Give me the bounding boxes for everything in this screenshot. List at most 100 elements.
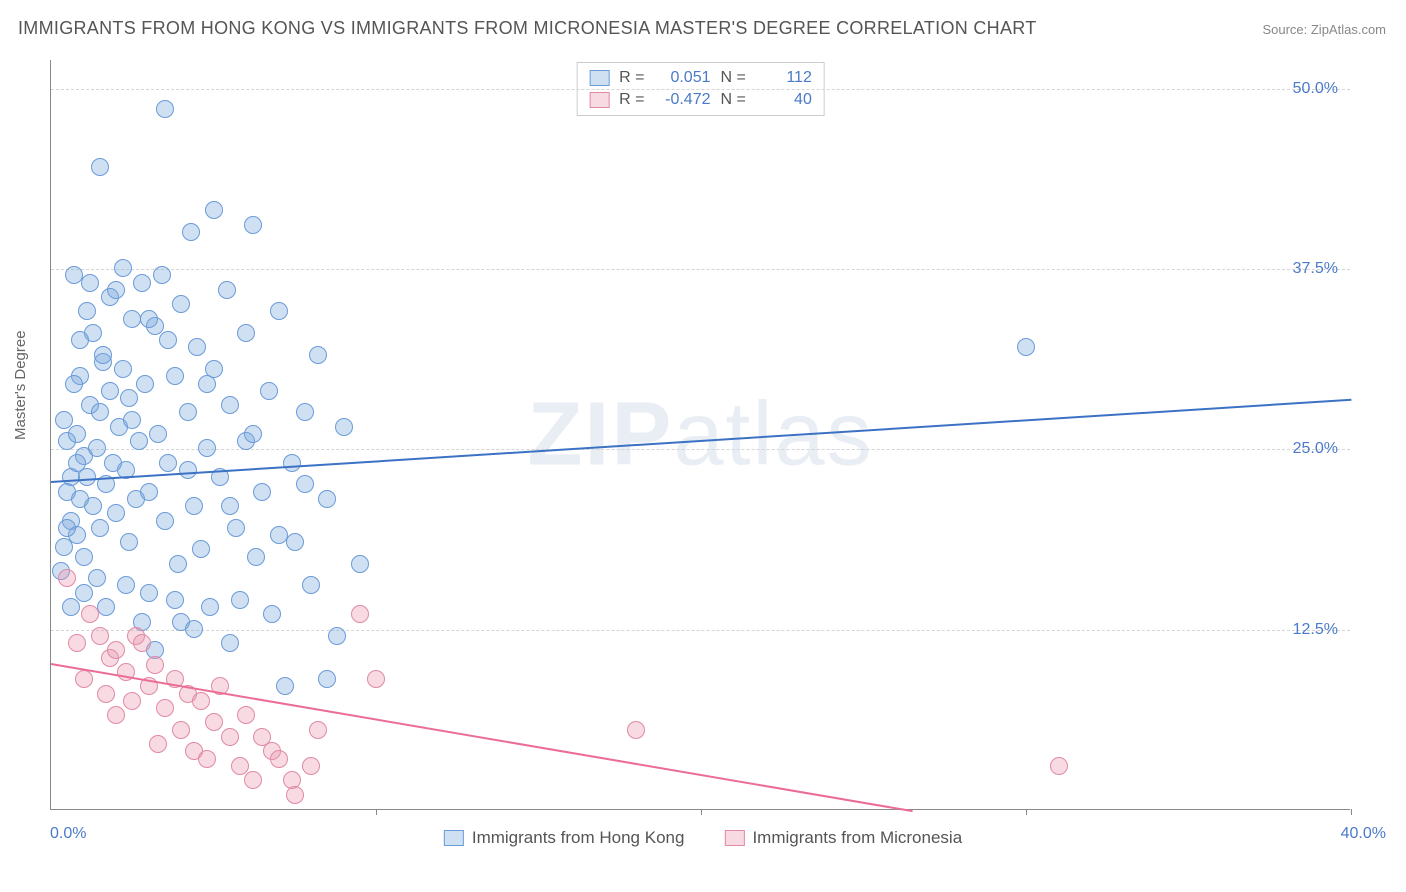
scatter-point — [172, 721, 190, 739]
scatter-point — [81, 274, 99, 292]
y-tick-label: 50.0% — [1293, 80, 1338, 98]
scatter-point — [133, 274, 151, 292]
scatter-point — [270, 302, 288, 320]
scatter-point — [318, 670, 336, 688]
scatter-point — [263, 605, 281, 623]
scatter-point — [58, 569, 76, 587]
source-label: Source: ZipAtlas.com — [1262, 22, 1386, 37]
y-tick-label: 12.5% — [1293, 621, 1338, 639]
scatter-point — [627, 721, 645, 739]
scatter-point — [133, 634, 151, 652]
scatter-point — [114, 360, 132, 378]
scatter-point — [237, 324, 255, 342]
legend-label-mi: Immigrants from Micronesia — [752, 828, 962, 848]
gridline — [51, 269, 1350, 270]
scatter-point — [201, 598, 219, 616]
r-value-mi: -0.472 — [655, 91, 711, 109]
scatter-point — [75, 548, 93, 566]
swatch-hk — [589, 70, 609, 86]
scatter-point — [198, 750, 216, 768]
scatter-point — [68, 454, 86, 472]
scatter-point — [296, 403, 314, 421]
scatter-point — [179, 461, 197, 479]
n-value-mi: 40 — [756, 91, 812, 109]
scatter-point — [123, 411, 141, 429]
scatter-point — [218, 281, 236, 299]
scatter-point — [169, 555, 187, 573]
scatter-point — [55, 411, 73, 429]
scatter-point — [247, 548, 265, 566]
scatter-point — [140, 584, 158, 602]
scatter-point — [286, 533, 304, 551]
scatter-point — [205, 713, 223, 731]
scatter-point — [244, 425, 262, 443]
y-tick-label: 25.0% — [1293, 440, 1338, 458]
x-tick-mark — [1351, 809, 1352, 815]
scatter-point — [1017, 338, 1035, 356]
scatter-point — [205, 201, 223, 219]
scatter-point — [78, 302, 96, 320]
scatter-point — [1050, 757, 1068, 775]
scatter-point — [107, 641, 125, 659]
scatter-point — [318, 490, 336, 508]
legend-swatch-hk — [444, 830, 464, 846]
scatter-point — [351, 555, 369, 573]
scatter-point — [84, 497, 102, 515]
scatter-point — [270, 750, 288, 768]
scatter-point — [114, 259, 132, 277]
chart-title: IMMIGRANTS FROM HONG KONG VS IMMIGRANTS … — [18, 18, 1037, 39]
scatter-point — [309, 721, 327, 739]
scatter-point — [231, 591, 249, 609]
scatter-point — [302, 757, 320, 775]
y-tick-label: 37.5% — [1293, 260, 1338, 278]
scatter-point — [166, 591, 184, 609]
scatter-point — [68, 634, 86, 652]
n-label-hk: N = — [721, 69, 746, 87]
scatter-point — [136, 375, 154, 393]
scatter-point — [101, 382, 119, 400]
r-value-hk: 0.051 — [655, 69, 711, 87]
scatter-point — [221, 396, 239, 414]
scatter-point — [91, 627, 109, 645]
x-end-label: 40.0% — [1341, 825, 1386, 843]
scatter-point — [91, 403, 109, 421]
scatter-point — [140, 483, 158, 501]
legend-item-hk: Immigrants from Hong Kong — [444, 828, 685, 848]
scatter-point — [351, 605, 369, 623]
scatter-point — [91, 158, 109, 176]
scatter-point — [270, 526, 288, 544]
scatter-point — [244, 216, 262, 234]
scatter-point — [182, 223, 200, 241]
scatter-point — [62, 598, 80, 616]
scatter-point — [68, 425, 86, 443]
scatter-point — [107, 706, 125, 724]
scatter-point — [237, 706, 255, 724]
scatter-point — [188, 338, 206, 356]
scatter-point — [179, 403, 197, 421]
scatter-point — [120, 533, 138, 551]
scatter-point — [367, 670, 385, 688]
x-tick-mark — [701, 809, 702, 815]
x-tick-mark — [1026, 809, 1027, 815]
n-label-mi: N = — [721, 91, 746, 109]
scatter-point — [156, 512, 174, 530]
scatter-point — [286, 786, 304, 804]
scatter-point — [198, 439, 216, 457]
scatter-point — [88, 439, 106, 457]
scatter-point — [88, 569, 106, 587]
legend-swatch-mi — [724, 830, 744, 846]
scatter-point — [185, 497, 203, 515]
scatter-point — [283, 454, 301, 472]
scatter-point — [260, 382, 278, 400]
scatter-point — [221, 634, 239, 652]
scatter-point — [244, 771, 262, 789]
scatter-point — [75, 584, 93, 602]
scatter-point — [198, 375, 216, 393]
scatter-point — [172, 295, 190, 313]
watermark: ZIPatlas — [527, 383, 873, 486]
scatter-point — [140, 310, 158, 328]
scatter-point — [185, 620, 203, 638]
scatter-point — [221, 728, 239, 746]
scatter-point — [130, 432, 148, 450]
scatter-point — [107, 504, 125, 522]
